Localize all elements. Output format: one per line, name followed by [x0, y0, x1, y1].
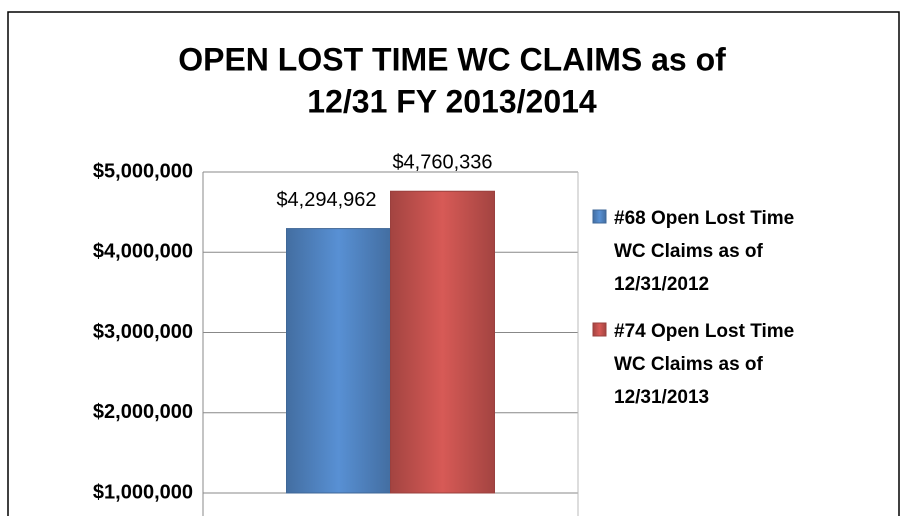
chart-title: 12/31 FY 2013/2014: [307, 83, 597, 119]
legend-label: #74 Open Lost Time WC Claims as of 12/31…: [614, 321, 795, 408]
bar: [286, 228, 391, 494]
value-label: $4,294,962: [276, 189, 376, 211]
y-tick-label: $4,000,000: [93, 241, 193, 263]
legend-label: #68 Open Lost Time WC Claims as of 12/31…: [614, 208, 795, 295]
y-tick-label: $5,000,000: [93, 160, 193, 182]
y-tick-label: $2,000,000: [93, 401, 193, 423]
chart-title: OPEN LOST TIME WC CLAIMS as of: [178, 41, 726, 77]
bar: [390, 190, 495, 494]
legend-swatch: [592, 209, 607, 224]
value-label: $4,760,336: [392, 152, 492, 174]
y-tick-label: $3,000,000: [93, 321, 193, 343]
y-tick-label: $1,000,000: [93, 481, 193, 503]
legend-swatch: [592, 322, 607, 337]
